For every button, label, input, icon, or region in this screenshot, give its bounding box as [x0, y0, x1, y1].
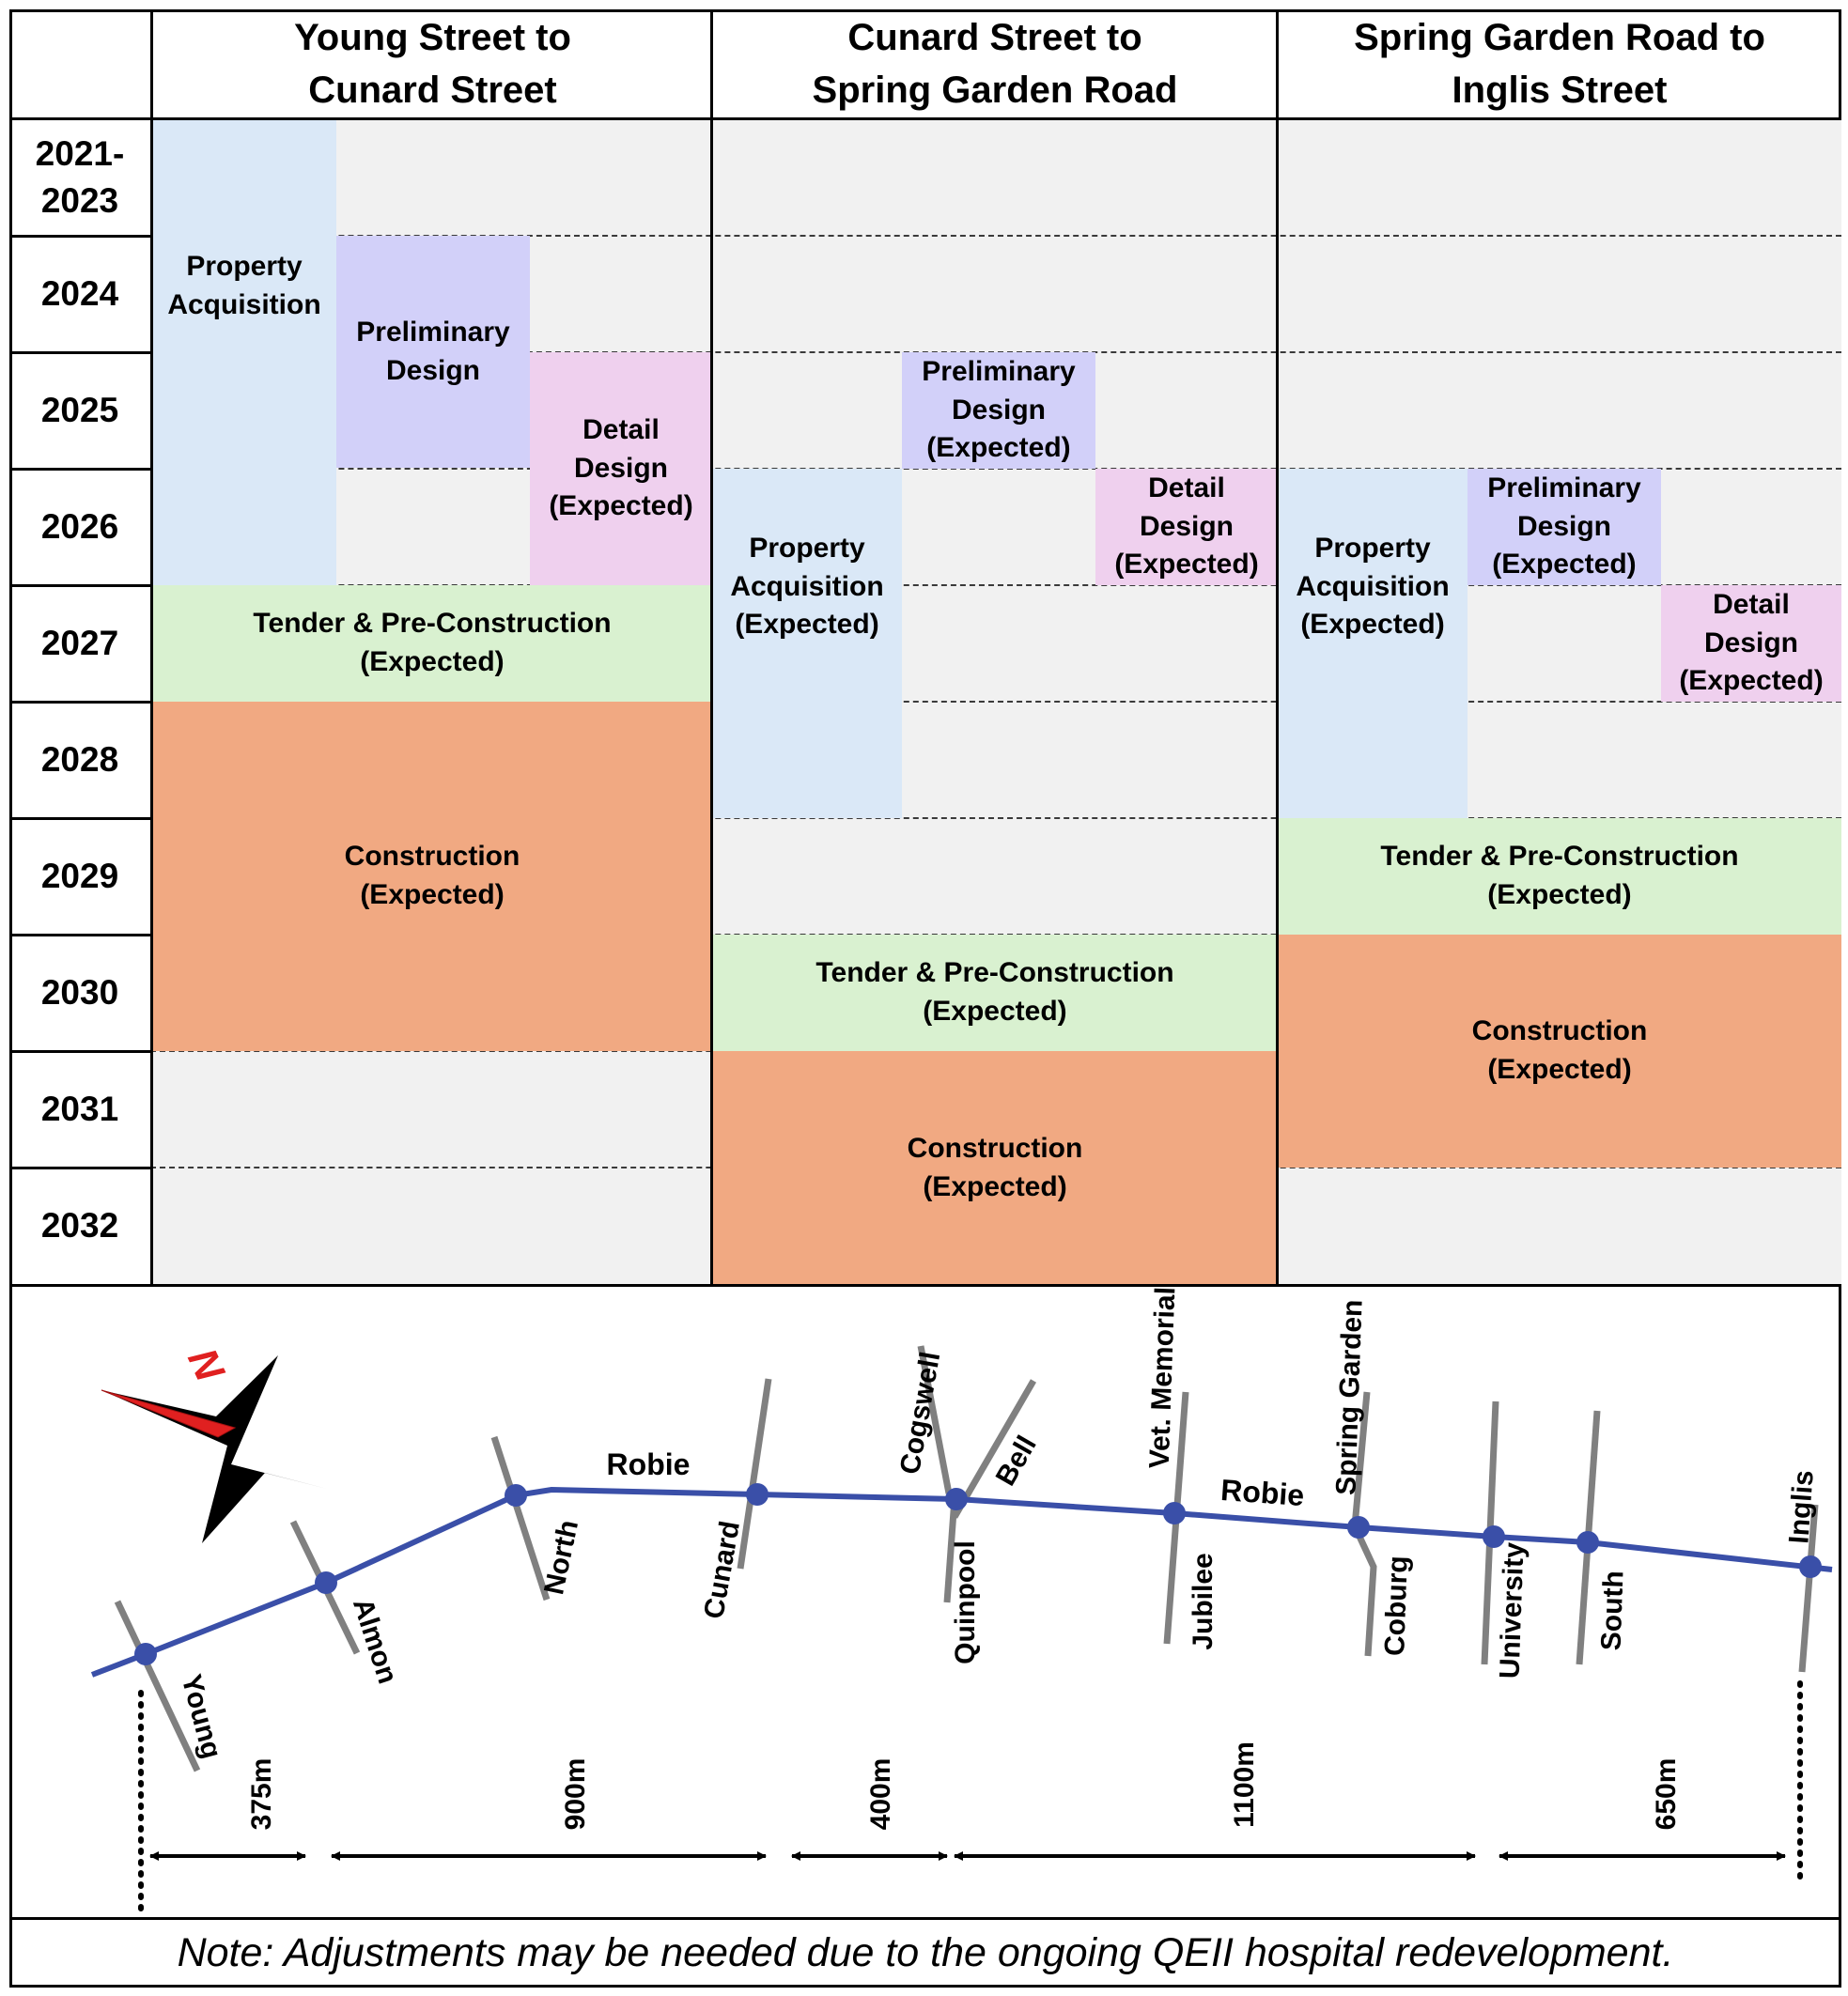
col3-construction: Construction (Expected)	[1278, 935, 1841, 1168]
north-label: N	[179, 1341, 233, 1389]
distance-label-375m: 375m	[246, 1758, 277, 1831]
year-label-2026: 2026	[40, 507, 119, 547]
col1-preliminary-design: Preliminary Design	[336, 236, 530, 468]
year-separator	[9, 468, 152, 471]
header-divider	[9, 117, 1841, 120]
street-label-vet-memorial: Vet. Memorial	[1144, 1287, 1182, 1469]
row-separator	[150, 468, 1841, 470]
street-label-jubilee: Jubilee	[1188, 1553, 1219, 1649]
col3-property-acquisition: Property Acquisition (Expected)	[1278, 469, 1468, 818]
street-label-coburg: Coburg	[1379, 1555, 1414, 1657]
col1-construction: Construction (Expected)	[152, 702, 712, 1051]
quinpool-road-line	[943, 1497, 958, 1603]
year-label-2027: 2027	[40, 624, 119, 663]
young-street-line	[114, 1600, 201, 1772]
street-label-university: University	[1494, 1541, 1530, 1679]
year-separator	[9, 934, 152, 936]
year-separator	[9, 235, 152, 238]
year-separator	[9, 817, 152, 820]
footnote: Note: Adjustments may be needed due to t…	[177, 1929, 1674, 1975]
distance-label-900m: 900m	[560, 1758, 591, 1831]
col2-tender-pre-construction: Tender & Pre-Construction (Expected)	[712, 935, 1278, 1051]
col2-detail-design: Detail Design (Expected)	[1095, 469, 1278, 585]
column-divider	[710, 9, 713, 1287]
year-separator	[9, 701, 152, 704]
north-arrow-icon: N	[101, 1341, 327, 1543]
route-label-robie: Robie	[1219, 1473, 1305, 1512]
year-label-2030: 2030	[40, 973, 119, 1013]
street-label-cogswell: Cogswell	[894, 1350, 946, 1477]
col2-property-acquisition-label: Property Acquisition (Expected)	[730, 532, 884, 641]
year-label-2021-2023: 2021- 2023	[35, 134, 125, 220]
north-street-line	[490, 1435, 551, 1601]
robie-street-route	[90, 1486, 1833, 1678]
year-label-2031: 2031	[40, 1090, 119, 1129]
col1-tender-pre-construction: Tender & Pre-Construction (Expected)	[152, 585, 712, 702]
column-header-young-cunard: Young Street to Cunard Street	[294, 17, 571, 111]
street-label-south: South	[1596, 1570, 1630, 1651]
col1-property-acquisition-label: Property Acquisition	[167, 251, 321, 320]
street-label-quinpool: Quinpool	[950, 1540, 981, 1664]
note-divider	[9, 1917, 1841, 1920]
spring-garden-road-line	[1351, 1391, 1371, 1527]
column-header-cunard-spring-garden: Cunard Street to Spring Garden Road	[812, 17, 1178, 111]
row-separator	[150, 701, 1841, 703]
street-label-almon: Almon	[347, 1595, 403, 1688]
coburg-road-line	[1351, 1524, 1377, 1657]
intersection-markers	[134, 1483, 1822, 1665]
year-label-2029: 2029	[40, 857, 119, 896]
col2-construction: Construction (Expected)	[712, 1051, 1278, 1285]
year-label-2028: 2028	[40, 740, 119, 780]
street-label-spring-garden: Spring Garden	[1330, 1299, 1368, 1495]
street-label-young: Young	[175, 1671, 226, 1762]
col3-tender-pre-construction: Tender & Pre-Construction (Expected)	[1278, 818, 1841, 935]
distance-label-400m: 400m	[865, 1758, 896, 1831]
column-divider	[150, 9, 153, 1287]
year-label-2025: 2025	[40, 391, 119, 430]
route-label-robie: Robie	[607, 1447, 691, 1481]
street-label-inglis: Inglis	[1783, 1469, 1819, 1544]
col3-detail-design: Detail Design (Expected)	[1661, 585, 1841, 702]
col1-detail-design: Detail Design (Expected)	[530, 352, 712, 585]
cogswell-street-line	[917, 1345, 953, 1494]
year-separator	[9, 584, 152, 587]
street-label-north: North	[538, 1517, 584, 1597]
column-header-spring-garden-inglis: Spring Garden Road to Inglis Street	[1354, 17, 1765, 111]
cunard-street-line	[737, 1378, 772, 1570]
year-label-2032: 2032	[40, 1206, 119, 1246]
row-separator	[150, 584, 1841, 586]
col2-preliminary-design: Preliminary Design (Expected)	[902, 352, 1095, 469]
row-separator	[150, 817, 1841, 819]
year-separator	[9, 351, 152, 354]
col3-property-acquisition-label: Property Acquisition (Expected)	[1296, 532, 1450, 641]
distance-label-650m: 650m	[1651, 1758, 1682, 1831]
bell-road-line	[951, 1379, 1037, 1519]
col2-property-acquisition: Property Acquisition (Expected)	[712, 469, 902, 818]
year-label-2024: 2024	[40, 274, 119, 314]
distance-label-1100m: 1100m	[1229, 1741, 1260, 1828]
year-separator	[9, 1050, 152, 1053]
column-divider	[1276, 9, 1279, 1287]
route-map: N Robie Robie Young Almon North	[90, 1287, 1833, 1918]
table-bottom-border	[9, 1284, 1841, 1287]
inglis-street-line	[1798, 1504, 1819, 1673]
year-separator	[9, 1167, 152, 1169]
street-label-cunard: Cunard	[698, 1519, 746, 1621]
row-separator	[150, 235, 1841, 237]
col1-property-acquisition: Property Acquisition	[152, 119, 336, 585]
col3-preliminary-design: Preliminary Design (Expected)	[1468, 469, 1661, 585]
